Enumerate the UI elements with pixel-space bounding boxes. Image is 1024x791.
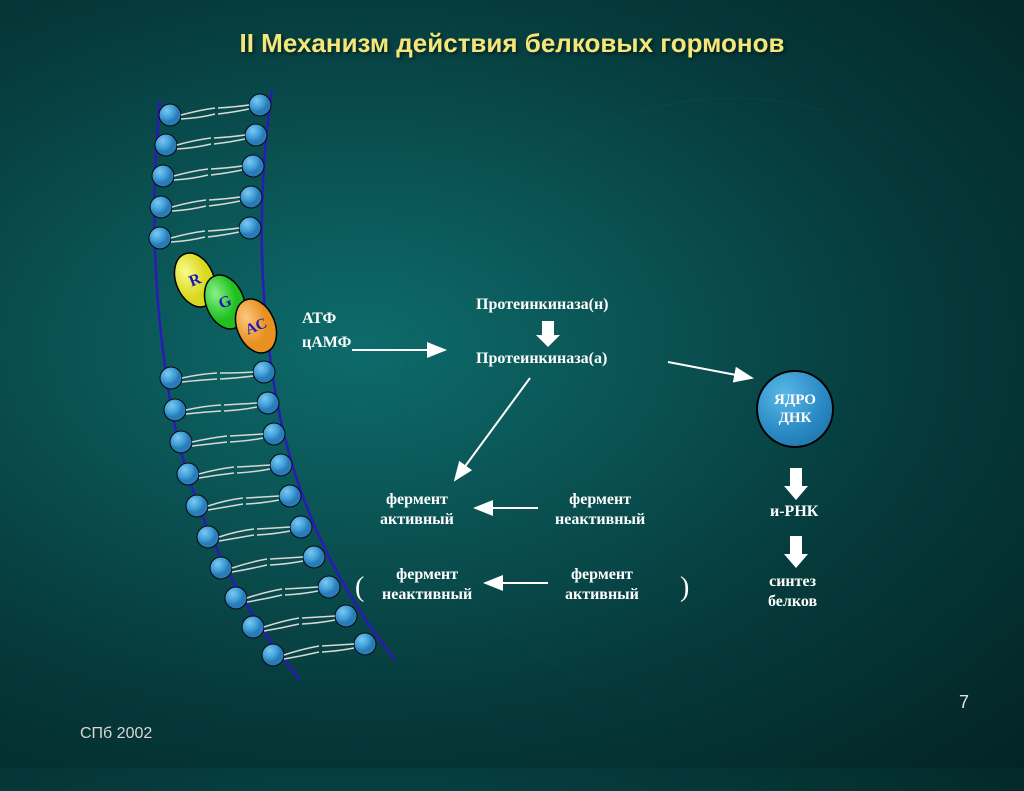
paren-left: ( [355,572,364,604]
diagram-svg: R G AC [0,0,1024,768]
paren-right: ) [680,572,689,604]
label-enzyme-inactive-2: фермент неактивный [382,565,472,605]
label-enzyme-active-2: фермент активный [565,565,639,605]
label-pk-active: Протеинкиназа(а) [476,350,607,368]
arrow-pka-enzyme [455,378,530,480]
footer-text: СПб 2002 [80,725,152,743]
label-atp: АТФ [302,310,336,328]
lipid-top-segment [149,94,271,249]
arrow-nucleus-mrna [784,468,808,500]
lipid-bottom-segment [160,361,376,666]
label-mrna: и-РНК [770,503,818,521]
nucleus: ЯДРО ДНК [756,370,834,448]
label-pk-inactive: Протеинкиназа(н) [476,296,609,314]
label-enzyme-inactive-1: фермент неактивный [555,490,645,530]
label-enzyme-active-1: фермент активный [380,490,454,530]
arrow-pka-nucleus [668,362,752,378]
membrane-inner-line [262,90,395,660]
label-protein-synth: синтез белков [768,572,817,612]
arrow-pk-down [536,321,560,347]
page-number: 7 [959,692,969,713]
label-camp: цАМФ [302,334,351,352]
arrow-mrna-synth [784,536,808,568]
